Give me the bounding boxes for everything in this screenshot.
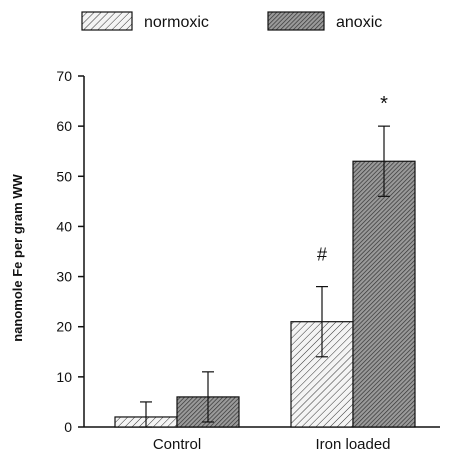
y-tick-label: 40 xyxy=(56,218,72,234)
y-ticks: 0 10 20 30 40 50 60 70 xyxy=(56,68,84,435)
annotations: #* xyxy=(317,93,388,264)
x-tick-label: Control xyxy=(153,436,201,453)
legend-swatch-anoxic xyxy=(267,11,325,31)
legend-label-normoxic: normoxic xyxy=(144,14,209,31)
significance-annotation: * xyxy=(380,93,388,115)
legend: normoxic anoxic xyxy=(81,11,382,31)
y-tick-label: 70 xyxy=(56,68,72,84)
x-tick-label: Iron loaded xyxy=(315,436,390,453)
y-tick-label: 30 xyxy=(56,269,72,285)
legend-swatch-normoxic xyxy=(81,11,133,31)
y-tick-label: 0 xyxy=(64,419,72,435)
significance-annotation: # xyxy=(317,245,327,265)
y-axis-label: nanomole Fe per gram WW xyxy=(10,173,25,341)
y-tick-label: 10 xyxy=(56,369,72,385)
y-tick-label: 20 xyxy=(56,319,72,335)
x-tick-labels: Control Iron loaded xyxy=(153,436,391,453)
bar-anoxic-iron-loaded xyxy=(352,160,416,428)
error-bars xyxy=(140,125,390,428)
legend-label-anoxic: anoxic xyxy=(336,14,382,31)
bars xyxy=(114,160,416,428)
y-tick-label: 60 xyxy=(56,118,72,134)
y-tick-label: 50 xyxy=(56,168,72,184)
